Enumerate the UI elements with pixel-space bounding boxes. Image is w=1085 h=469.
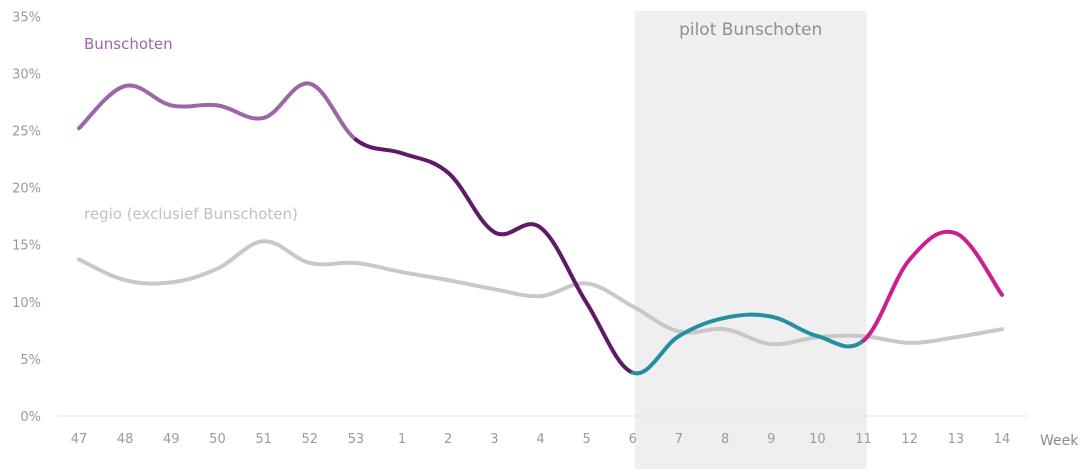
x-tick-label: 7 xyxy=(675,432,683,447)
y-tick-label: 30% xyxy=(12,67,41,82)
x-tick-label: 52 xyxy=(301,432,318,447)
x-axis-ticks: 47 48 49 50 51 52 53 1 2 3 4 5 6 7 8 9 10 11 12 13 14 xyxy=(71,432,1011,447)
y-tick-label: 5% xyxy=(20,353,41,368)
series-line-bunschoten-segment-2 xyxy=(353,137,635,375)
x-tick-label: 3 xyxy=(490,432,498,447)
x-tick-label: 48 xyxy=(117,432,134,447)
series-label-regio: regio (exclusief Bunschoten) xyxy=(84,205,298,223)
x-tick-label: 5 xyxy=(583,432,591,447)
pilot-band xyxy=(634,11,867,469)
x-tick-label: 11 xyxy=(855,432,872,447)
series-label-bunschoten: Bunschoten xyxy=(84,35,173,53)
x-tick-label: 13 xyxy=(948,432,965,447)
y-axis-ticks: 0% 5% 10% 15% 20% 25% 30% 35% xyxy=(12,10,41,425)
series-line-bunschoten-segment-4 xyxy=(861,229,1004,343)
x-tick-label: 8 xyxy=(721,432,729,447)
x-tick-label: 53 xyxy=(348,432,365,447)
pilot-band-label: pilot Bunschoten xyxy=(679,20,822,40)
x-tick-label: 10 xyxy=(809,432,826,447)
x-tick-label: 50 xyxy=(209,432,226,447)
series-line-regio xyxy=(77,239,1004,347)
y-tick-label: 10% xyxy=(12,296,41,311)
x-tick-label: 6 xyxy=(629,432,637,447)
y-tick-label: 25% xyxy=(12,125,41,140)
x-tick-label: 12 xyxy=(901,432,918,447)
x-tick-label: 1 xyxy=(398,432,406,447)
series-line-bunschoten-segment-3 xyxy=(630,312,866,376)
x-tick-label: 14 xyxy=(994,432,1011,447)
series-lines xyxy=(77,81,1004,376)
y-tick-label: 15% xyxy=(12,239,41,254)
y-tick-label: 20% xyxy=(12,182,41,197)
x-tick-label: 49 xyxy=(163,432,180,447)
x-tick-label: 51 xyxy=(255,432,272,447)
x-tick-label: 47 xyxy=(71,432,88,447)
x-tick-label: 2 xyxy=(444,432,452,447)
y-tick-label: 35% xyxy=(12,10,41,25)
x-tick-label: 4 xyxy=(536,432,544,447)
y-tick-label: 0% xyxy=(20,410,41,425)
series-line-bunschoten-segment-1 xyxy=(77,81,358,142)
x-axis-title: Week xyxy=(1040,433,1079,449)
x-tick-label: 9 xyxy=(767,432,775,447)
